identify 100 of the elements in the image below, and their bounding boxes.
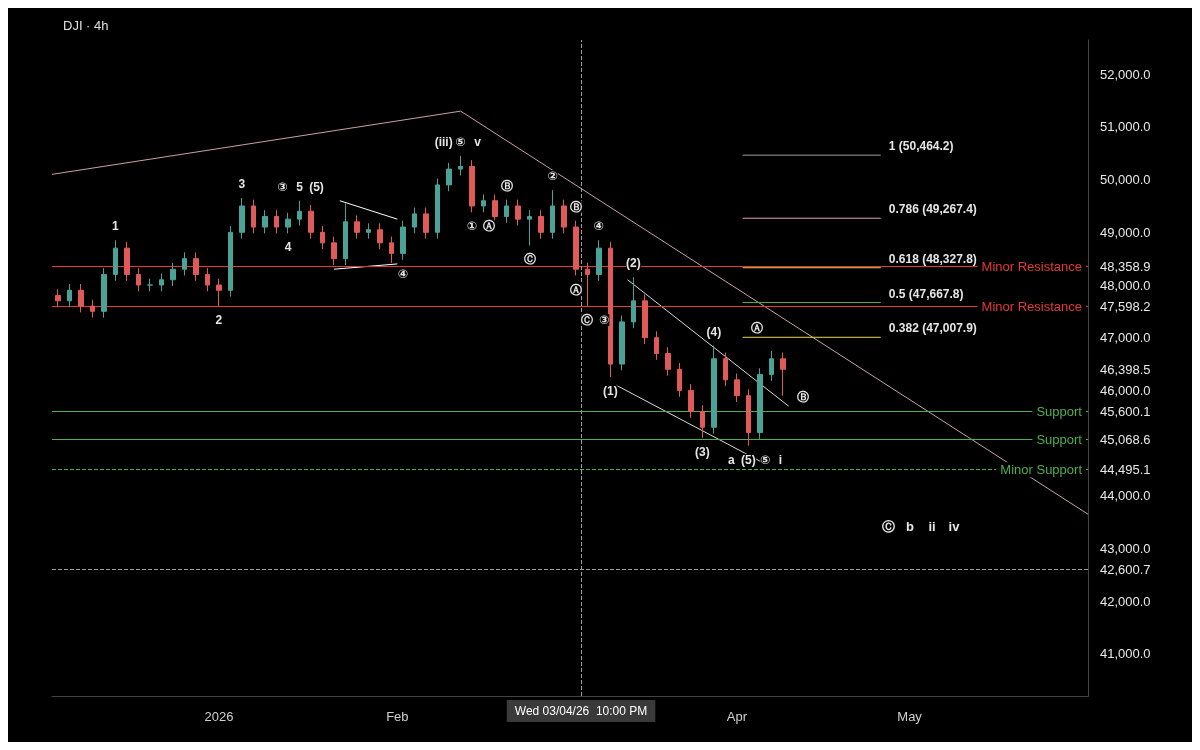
annotation: (4) [706, 324, 722, 339]
candlestick [216, 278, 222, 307]
candlestick [585, 262, 590, 307]
annotation: 1 [111, 219, 119, 234]
y-tick-label: 42,600.7 [1100, 562, 1151, 578]
chart-title: DJI · 4h [63, 18, 109, 33]
annotation: ③ [599, 313, 610, 328]
annotation: Ⓒ [581, 313, 594, 328]
candlestick [504, 199, 509, 224]
annotation: Ⓐ [483, 219, 496, 234]
candlestick [366, 222, 371, 240]
candlestick [596, 239, 602, 282]
candlestick [331, 236, 337, 266]
candlestick [423, 207, 429, 240]
y-tick-label: 45,068.6 [1100, 431, 1151, 447]
annotation: 0.618 (48,327.8) [888, 251, 977, 266]
annotation: ⑤ [455, 134, 466, 149]
candlestick [147, 278, 153, 292]
annotation: b [906, 518, 915, 534]
candlestick [101, 267, 107, 319]
annotation: (5) [741, 452, 756, 467]
candlestick [642, 294, 648, 345]
candlestick [90, 299, 95, 319]
candlestick [711, 345, 717, 435]
candlestick [550, 189, 555, 240]
candlestick [113, 239, 118, 282]
candlestick [677, 362, 682, 398]
candlestick [55, 288, 61, 308]
candlestick [412, 207, 417, 234]
annotation: Ⓑ [500, 178, 513, 193]
annotation: 4 [284, 240, 292, 255]
y-tick-label: 48,358.9 [1100, 258, 1151, 274]
candlestick [228, 225, 233, 298]
candlestick [446, 162, 452, 192]
annotation: ③ [277, 179, 288, 194]
annotation: ⑤ [760, 452, 771, 467]
annotation: (2) [625, 256, 641, 271]
candlestick [458, 155, 463, 176]
y-tick-label: 44,000.0 [1100, 488, 1151, 504]
y-tick-label: 44,495.1 [1100, 462, 1151, 478]
candlestick [769, 350, 774, 382]
y-tick-label: 47,000.0 [1100, 330, 1151, 346]
candlestick [78, 283, 84, 313]
y-tick-label: 51,000.0 [1100, 119, 1151, 135]
candlestick [573, 220, 579, 277]
annotation: ④ [593, 219, 604, 234]
candlestick [561, 199, 567, 234]
candlestick [124, 241, 130, 282]
candlestick [239, 197, 245, 240]
annotation: 0.382 (47,007.9) [888, 321, 977, 336]
candlestick [67, 283, 72, 308]
candlestick [400, 220, 406, 261]
annotation: (5) [309, 179, 324, 194]
ref-line-label: Minor Resistance [981, 298, 1082, 314]
annotation: iv [948, 518, 961, 534]
candlestick [285, 212, 291, 234]
annotation: 5 [296, 179, 304, 194]
x-tick-label: 2026 [204, 709, 234, 724]
ref-line-label: Support [1036, 403, 1083, 419]
candlestick [182, 251, 187, 277]
candlestick [205, 267, 210, 292]
annotation: Ⓒ [523, 252, 536, 267]
candlestick [136, 267, 141, 292]
candlestick [170, 262, 176, 287]
x-tick-label: May [897, 709, 923, 724]
candlestick [308, 204, 314, 240]
candlestick [688, 383, 694, 419]
candlestick [469, 159, 475, 213]
candlestick [515, 199, 521, 226]
annotation: (iii) [434, 134, 453, 149]
annotation: ii [928, 518, 936, 534]
ref-line-label: Wed 03/04/26 10:00 PM [514, 704, 648, 718]
candlestick [435, 178, 440, 240]
y-tick-label: 43,000.0 [1100, 540, 1151, 556]
y-tick-label: 45,600.1 [1100, 403, 1151, 419]
candlestick [377, 222, 383, 250]
candlestick [608, 241, 613, 378]
ref-line-label: Support [1036, 431, 1083, 447]
candlestick [780, 351, 786, 397]
y-tick-label: 41,000.0 [1100, 646, 1151, 662]
x-tick-label: Feb [386, 709, 409, 724]
ref-line-label: Minor Resistance [981, 258, 1082, 274]
candlestick [354, 214, 360, 240]
candlestick [527, 209, 532, 246]
candlestick [481, 193, 486, 213]
candlestick [251, 199, 256, 234]
annotation: 3 [238, 177, 246, 192]
annotation: 1 (50,464.2) [888, 139, 954, 154]
annotation: a [728, 452, 736, 467]
y-tick-label: 49,000.0 [1100, 224, 1151, 240]
annotation: v [474, 134, 482, 149]
candlestick [159, 272, 164, 292]
annotation: 0.786 (49,267.4) [888, 202, 977, 217]
y-tick-label: 46,000.0 [1100, 382, 1151, 398]
y-tick-label: 46,398.5 [1100, 361, 1151, 377]
annotation: (3) [695, 444, 710, 459]
candlestick [297, 200, 302, 226]
y-tick-label: 47,598.2 [1100, 298, 1151, 314]
annotation: Ⓐ [569, 282, 582, 297]
candlestick [343, 202, 348, 266]
